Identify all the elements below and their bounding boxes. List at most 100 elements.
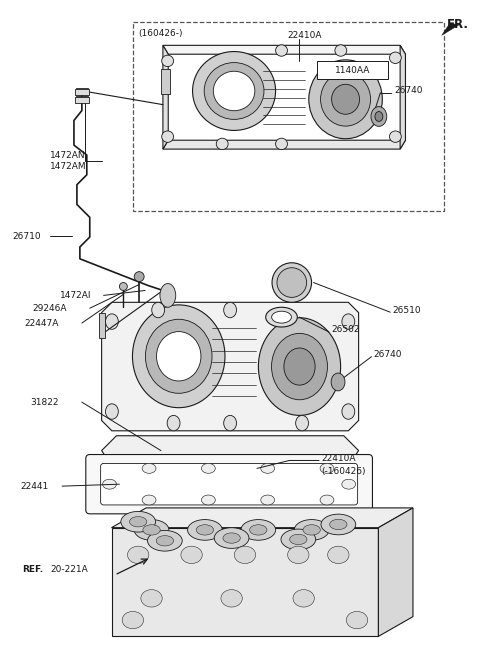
Ellipse shape <box>234 546 256 563</box>
Ellipse shape <box>160 284 176 307</box>
Text: 29246A: 29246A <box>33 304 67 313</box>
Bar <box>76 95 88 102</box>
Ellipse shape <box>221 590 242 607</box>
Bar <box>76 88 88 93</box>
Text: 26710: 26710 <box>12 232 41 241</box>
Ellipse shape <box>213 71 255 111</box>
Ellipse shape <box>156 536 174 546</box>
Text: 31822: 31822 <box>30 397 59 407</box>
Ellipse shape <box>289 534 307 545</box>
Ellipse shape <box>202 495 216 505</box>
Text: FR.: FR. <box>446 18 468 31</box>
Ellipse shape <box>328 546 349 563</box>
Ellipse shape <box>261 495 275 505</box>
Ellipse shape <box>250 524 267 535</box>
Ellipse shape <box>181 546 202 563</box>
Ellipse shape <box>152 302 165 318</box>
Ellipse shape <box>303 524 320 535</box>
Ellipse shape <box>266 307 297 327</box>
Ellipse shape <box>122 611 144 629</box>
Ellipse shape <box>204 63 264 119</box>
Ellipse shape <box>272 263 312 302</box>
Ellipse shape <box>332 84 360 114</box>
Ellipse shape <box>147 530 182 551</box>
Text: 26740: 26740 <box>394 86 423 95</box>
Ellipse shape <box>276 45 288 56</box>
Ellipse shape <box>141 590 162 607</box>
Text: 22410A: 22410A <box>288 32 322 41</box>
Text: 26740: 26740 <box>373 350 402 359</box>
Polygon shape <box>400 45 406 149</box>
Polygon shape <box>111 508 413 528</box>
Ellipse shape <box>156 332 201 381</box>
Text: 22441: 22441 <box>21 482 49 491</box>
Ellipse shape <box>320 463 334 473</box>
Ellipse shape <box>106 314 119 329</box>
Ellipse shape <box>188 520 222 540</box>
Ellipse shape <box>167 415 180 431</box>
Ellipse shape <box>192 51 276 130</box>
Ellipse shape <box>294 520 329 540</box>
Ellipse shape <box>196 524 214 535</box>
Ellipse shape <box>321 72 371 126</box>
Ellipse shape <box>320 495 334 505</box>
Text: 1140AA: 1140AA <box>335 66 371 74</box>
Text: 1472AN: 1472AN <box>50 151 86 159</box>
Ellipse shape <box>276 138 288 149</box>
Ellipse shape <box>288 546 309 563</box>
Ellipse shape <box>103 479 117 489</box>
Ellipse shape <box>342 404 355 419</box>
FancyBboxPatch shape <box>86 455 372 514</box>
Ellipse shape <box>293 590 314 607</box>
Ellipse shape <box>277 268 307 297</box>
Text: 1472AI: 1472AI <box>60 291 92 300</box>
Ellipse shape <box>389 52 401 63</box>
Bar <box>317 61 388 79</box>
Ellipse shape <box>330 519 347 530</box>
Text: (160426-): (160426-) <box>138 29 183 38</box>
Polygon shape <box>111 528 378 636</box>
Ellipse shape <box>321 514 356 535</box>
Ellipse shape <box>309 60 383 139</box>
Ellipse shape <box>223 533 240 544</box>
Ellipse shape <box>224 415 237 431</box>
Bar <box>75 89 89 95</box>
Polygon shape <box>163 45 168 149</box>
Ellipse shape <box>143 524 160 535</box>
Ellipse shape <box>347 611 368 629</box>
Text: 22447A: 22447A <box>24 318 59 328</box>
Ellipse shape <box>142 463 156 473</box>
Ellipse shape <box>371 107 387 126</box>
Ellipse shape <box>281 529 316 549</box>
Text: 26510: 26510 <box>392 306 421 315</box>
Ellipse shape <box>335 45 347 56</box>
Ellipse shape <box>162 131 174 142</box>
Polygon shape <box>378 508 413 636</box>
Ellipse shape <box>342 479 356 489</box>
Ellipse shape <box>261 463 275 473</box>
Ellipse shape <box>375 112 383 122</box>
Ellipse shape <box>284 348 315 385</box>
Bar <box>99 313 106 338</box>
Text: REF.: REF. <box>23 565 44 574</box>
Ellipse shape <box>106 404 119 419</box>
Ellipse shape <box>258 318 341 415</box>
Ellipse shape <box>272 334 327 400</box>
Text: 22410A: 22410A <box>321 454 356 463</box>
Ellipse shape <box>162 55 174 66</box>
Text: 26502: 26502 <box>331 326 360 334</box>
Polygon shape <box>102 436 359 465</box>
Ellipse shape <box>134 520 169 540</box>
Ellipse shape <box>331 373 345 391</box>
Ellipse shape <box>128 546 149 563</box>
Ellipse shape <box>224 302 237 318</box>
FancyBboxPatch shape <box>101 463 358 505</box>
Ellipse shape <box>145 319 212 393</box>
Ellipse shape <box>214 528 249 548</box>
Polygon shape <box>163 140 406 149</box>
Ellipse shape <box>132 305 225 408</box>
Ellipse shape <box>120 282 127 290</box>
Ellipse shape <box>130 517 147 527</box>
Ellipse shape <box>342 314 355 329</box>
Ellipse shape <box>216 138 228 149</box>
